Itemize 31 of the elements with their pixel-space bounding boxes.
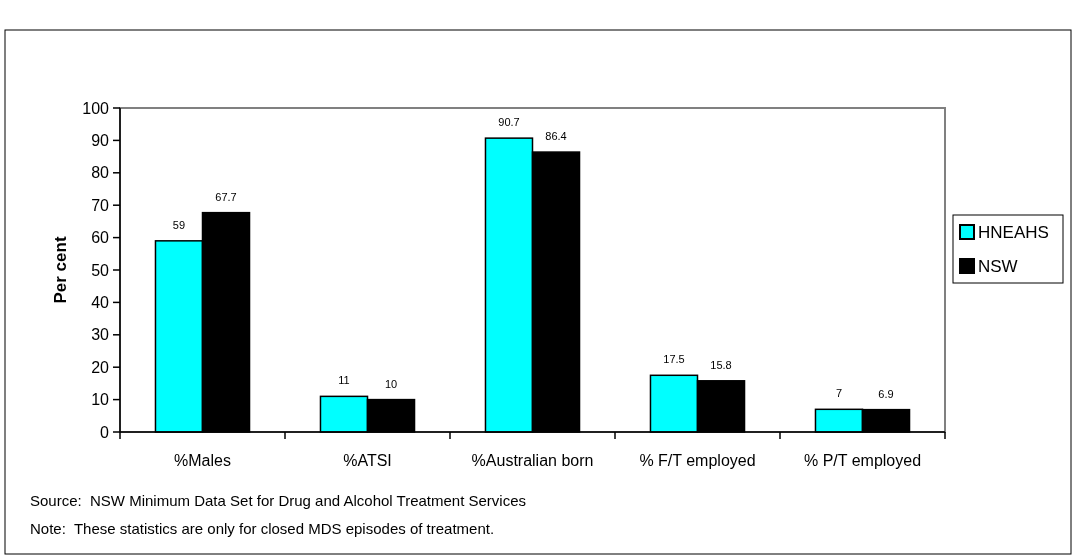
data-label: 10 [384, 377, 398, 390]
x-tick-label: %ATSI [343, 452, 392, 469]
y-tick-label: 50 [91, 261, 110, 279]
legend-label: NSW [978, 256, 1018, 276]
y-axis-title: Per cent [51, 236, 70, 304]
y-tick-label: 30 [91, 326, 110, 344]
data-label: 15.8 [710, 358, 732, 371]
y-tick-label: 10 [91, 391, 110, 409]
data-label: 67.7 [215, 190, 237, 203]
data-label: 7 [835, 387, 843, 400]
legend-label: HNEAHS [978, 222, 1049, 242]
data-label: 6.9 [878, 387, 894, 400]
y-tick-label: 90 [91, 132, 110, 149]
x-tick-label: % P/T employed [803, 452, 922, 469]
y-tick-label: 40 [91, 294, 110, 311]
data-label: 90.7 [498, 116, 520, 129]
x-tick-label: % F/T employed [639, 452, 756, 469]
y-tick-label: 0 [100, 423, 110, 441]
y-tick-label: 70 [91, 196, 110, 214]
data-label: 86.4 [545, 130, 567, 143]
x-tick-label: %Australian born [471, 452, 594, 469]
x-tick-label: %Males [174, 452, 231, 469]
y-tick-label: 80 [91, 164, 110, 182]
data-label: 59 [172, 218, 186, 231]
y-tick-label: 20 [91, 358, 110, 376]
data-label: 11 [338, 374, 350, 387]
y-tick-label: 60 [91, 229, 110, 247]
y-tick-label: 100 [82, 99, 110, 117]
source-note: Source: NSW Minimum Data Set for Drug and Alcohol Treatment Services [30, 492, 527, 509]
data-label: 17.5 [663, 353, 685, 366]
text: Note: These statistics are only for closed MDS episodes of treatment. [30, 520, 495, 537]
